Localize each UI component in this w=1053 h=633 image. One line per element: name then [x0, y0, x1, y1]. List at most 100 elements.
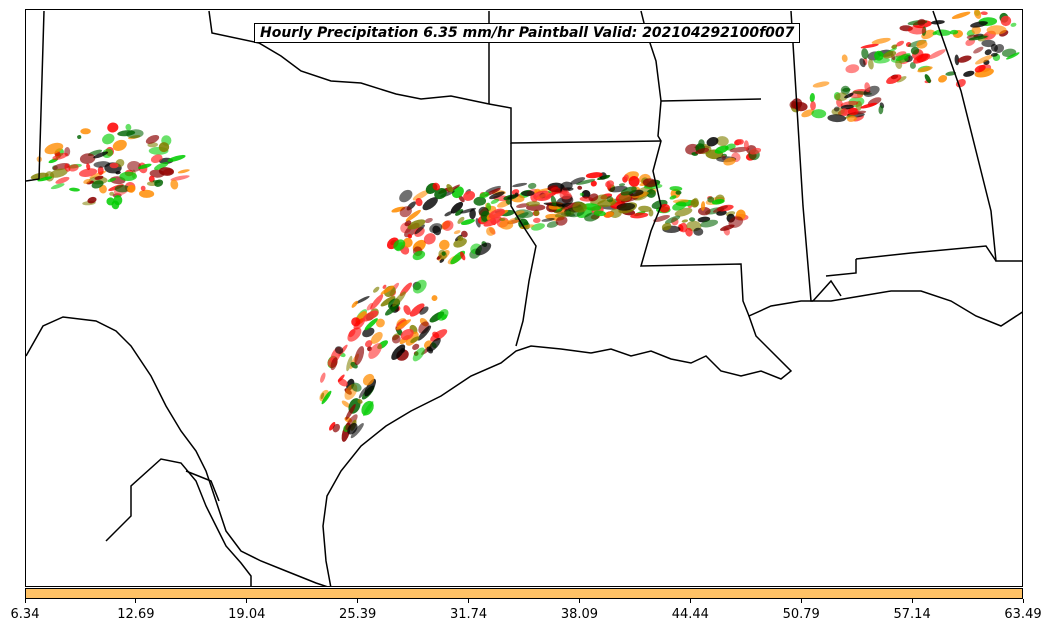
colorbar-tick-label: 12.69 — [117, 607, 155, 622]
precip-blob — [951, 11, 971, 19]
colorbar-tick-label: 38.09 — [560, 607, 599, 622]
precip-blob — [368, 343, 382, 359]
precip-blob — [560, 181, 573, 191]
precip-blob — [52, 152, 69, 160]
precip-blob — [932, 31, 938, 36]
precip-blob — [362, 310, 379, 322]
precip-blob — [405, 209, 421, 222]
colorbar-tick — [357, 599, 359, 603]
precip-blob — [526, 201, 540, 207]
precip-blob — [345, 403, 356, 420]
precip-blob — [347, 422, 358, 435]
precip-blob — [618, 183, 626, 187]
precip-blob — [364, 378, 377, 397]
precip-blob — [424, 217, 433, 224]
precip-blob — [399, 189, 413, 203]
precip-blob — [886, 74, 902, 85]
precip-blob — [80, 128, 91, 135]
precip-blob — [423, 233, 436, 245]
precip-blob — [112, 139, 127, 151]
colorbar-tick-label: 19.04 — [228, 607, 266, 622]
precip-blob — [473, 196, 487, 206]
precip-blob — [410, 336, 420, 344]
border-mexico — [26, 316, 328, 586]
precip-blob — [77, 134, 82, 140]
precip-blob — [664, 215, 681, 224]
precip-blob — [963, 70, 975, 77]
precip-blob — [391, 206, 406, 213]
precip-blob — [550, 195, 557, 207]
precip-blob — [404, 220, 412, 227]
precip-blob — [706, 136, 719, 147]
precip-blob — [450, 201, 464, 214]
border-al-fl — [825, 259, 857, 277]
border-mississippi-river — [639, 10, 750, 317]
precip-blob — [954, 54, 960, 66]
precip-blob — [69, 187, 80, 192]
colorbar — [25, 588, 1023, 599]
precip-blob — [412, 250, 426, 261]
precip-blob — [585, 172, 603, 179]
precip-blob — [659, 203, 670, 213]
precip-blob — [50, 183, 65, 190]
precip-blob — [729, 146, 750, 153]
border-coahuila — [185, 470, 220, 502]
precip-blob — [860, 43, 879, 49]
precip-blob — [372, 286, 380, 293]
map-title: Hourly Precipitation 6.35 mm/hr Paintbal… — [254, 23, 801, 43]
precip-blob — [847, 115, 857, 122]
precip-blob — [364, 340, 373, 348]
precip-blob — [833, 106, 840, 112]
precip-blob — [536, 192, 551, 200]
precip-blob — [924, 74, 931, 84]
precip-blob — [957, 55, 972, 63]
precip-blob — [507, 194, 519, 200]
precip-blob — [412, 347, 425, 362]
colorbar-tick — [1022, 599, 1024, 603]
precip-blob — [102, 148, 114, 158]
precip-blob — [970, 21, 988, 28]
precip-blob — [630, 212, 649, 219]
precip-blob — [380, 296, 396, 307]
precip-blob — [994, 44, 1005, 53]
precip-blob — [432, 182, 441, 191]
precip-blob — [737, 139, 744, 145]
precip-blob — [355, 296, 370, 304]
precip-blob — [896, 76, 907, 83]
precip-blob — [351, 300, 359, 308]
precip-blob — [646, 189, 656, 198]
colorbar-tick — [911, 599, 913, 603]
precip-blob — [606, 195, 614, 203]
precip-blob — [490, 198, 500, 204]
precip-blob — [330, 357, 338, 371]
precip-blob — [590, 180, 597, 187]
precip-blob — [720, 224, 735, 231]
precip-blob — [170, 175, 190, 181]
precip-blob — [412, 279, 427, 294]
precip-blob — [107, 177, 117, 183]
precip-blob — [402, 237, 413, 248]
precip-blob — [488, 208, 506, 219]
precip-blob — [145, 134, 160, 144]
border-mexico-states — [105, 458, 252, 586]
precip-blob — [698, 206, 711, 216]
precip-blob — [329, 422, 336, 431]
precip-blob — [460, 218, 475, 226]
precip-blob — [847, 107, 859, 116]
precip-blob — [119, 171, 137, 182]
precip-blob — [332, 423, 340, 433]
precip-blob — [400, 328, 414, 341]
precip-blob — [624, 174, 629, 180]
precip-blob — [521, 190, 535, 197]
precip-blob — [546, 221, 559, 228]
precip-blob — [393, 239, 406, 251]
precip-blob — [346, 355, 353, 372]
precip-blob — [114, 184, 130, 193]
precip-blob — [444, 211, 453, 217]
precip-blob — [516, 203, 530, 208]
precip-blob — [455, 209, 464, 216]
precip-blob — [974, 64, 986, 73]
precip-blob — [533, 209, 540, 216]
precip-blob — [412, 190, 430, 201]
precip-blob — [439, 258, 445, 263]
